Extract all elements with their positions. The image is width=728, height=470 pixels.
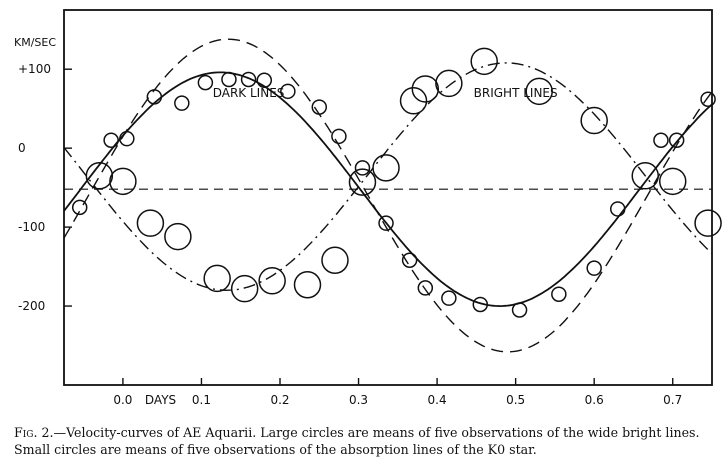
bright-line-point — [321, 246, 349, 275]
x-axis-label: DAYS — [145, 393, 176, 407]
dark-line-point — [653, 132, 669, 149]
y-tick-label: -100 — [18, 220, 45, 234]
dark-line-point — [256, 72, 273, 89]
bright-line-point — [658, 167, 687, 196]
velocity-curve-dashed — [63, 38, 713, 353]
dark-line-point — [401, 252, 418, 269]
x-tick-label: 0.4 — [428, 393, 447, 407]
dark-line-point — [551, 286, 567, 302]
dark-line-point — [417, 280, 434, 296]
bright-line-point — [580, 106, 608, 135]
dark-line-point — [700, 91, 716, 107]
dark-line-point — [103, 132, 119, 149]
dark-line-point — [378, 215, 394, 231]
y-tick-label: -200 — [18, 299, 45, 313]
caption-figure-number: Fig. 2. — [14, 425, 54, 440]
dark-line-point — [119, 130, 135, 147]
bright-line-point — [258, 267, 286, 295]
y-tick-label: 0 — [18, 141, 26, 155]
bright-line-point — [372, 154, 400, 182]
bright-line-point — [435, 69, 463, 98]
series-annotation: BRIGHT LINES — [474, 86, 558, 100]
bright-line-point — [399, 87, 428, 115]
dark-line-point — [668, 132, 685, 149]
axis-ticks — [64, 68, 674, 385]
bright-line-point — [348, 168, 377, 196]
bright-line-point — [109, 167, 137, 196]
dark-line-point — [354, 160, 371, 176]
dark-line-point — [609, 201, 626, 217]
figure-caption: Fig. 2.—Velocity-curves of AE Aquarii. L… — [14, 424, 720, 458]
bright-line-point — [411, 75, 440, 103]
bright-line-point — [631, 162, 659, 190]
y-tick-label: +100 — [18, 62, 51, 76]
caption-text: —Velocity-curves of AE Aquarii. Large ci… — [14, 425, 700, 457]
dark-line-point — [511, 302, 528, 318]
x-tick-label: 0.7 — [663, 393, 682, 407]
dark-line-point — [174, 95, 190, 111]
axis-labels: +100 0 -100 -200 KM/SEC 0.0 0.1 0.2 0.3 0.4 0.5 0.6… — [14, 36, 682, 407]
dark-line-point — [280, 83, 296, 100]
x-tick-label: 0.3 — [349, 393, 368, 407]
series-annotation: DARK LINES — [213, 86, 285, 100]
data-points — [71, 47, 722, 318]
bright-line-point — [230, 274, 259, 303]
plot-border — [63, 9, 713, 386]
dark-line-point — [146, 89, 163, 105]
x-tick-label: 0.1 — [192, 393, 211, 407]
bright-line-point — [525, 77, 553, 106]
plot-frame — [63, 9, 713, 386]
bright-line-point — [85, 162, 114, 190]
bright-line-point — [164, 222, 192, 251]
x-tick-label: 0.5 — [506, 393, 525, 407]
bright-line-point — [293, 270, 322, 299]
x-tick-label: 0.0 — [113, 393, 132, 407]
x-tick-label: 0.6 — [585, 393, 604, 407]
velocity-curve-dash-dot — [63, 62, 713, 292]
velocity-curve-solid — [63, 71, 713, 308]
bright-line-point — [136, 209, 165, 237]
bright-line-point — [203, 264, 231, 293]
dark-line-point — [221, 71, 237, 88]
y-axis-label: KM/SEC — [14, 36, 56, 49]
dark-line-point — [71, 199, 88, 216]
dark-line-point — [441, 290, 457, 306]
x-tick-label: 0.2 — [270, 393, 289, 407]
bright-line-point — [470, 47, 498, 76]
dark-line-point — [472, 296, 489, 313]
dark-line-point — [331, 128, 347, 145]
dark-line-point — [197, 74, 214, 91]
velocity-curves — [63, 38, 713, 353]
dark-line-point — [311, 99, 328, 115]
bright-line-point — [694, 209, 722, 237]
dark-line-point — [240, 71, 257, 88]
dark-line-point — [586, 260, 602, 276]
